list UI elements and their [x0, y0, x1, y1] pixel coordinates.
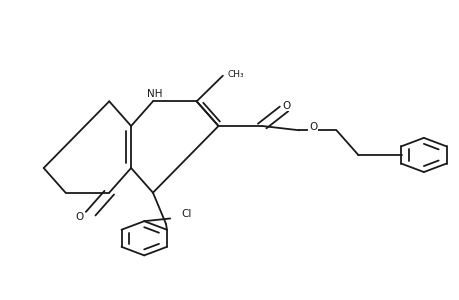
Text: Cl: Cl [181, 209, 191, 219]
Text: CH₃: CH₃ [227, 70, 244, 79]
Text: O: O [308, 122, 317, 132]
Text: O: O [282, 101, 290, 111]
Text: NH: NH [147, 89, 162, 99]
Text: O: O [75, 212, 83, 222]
